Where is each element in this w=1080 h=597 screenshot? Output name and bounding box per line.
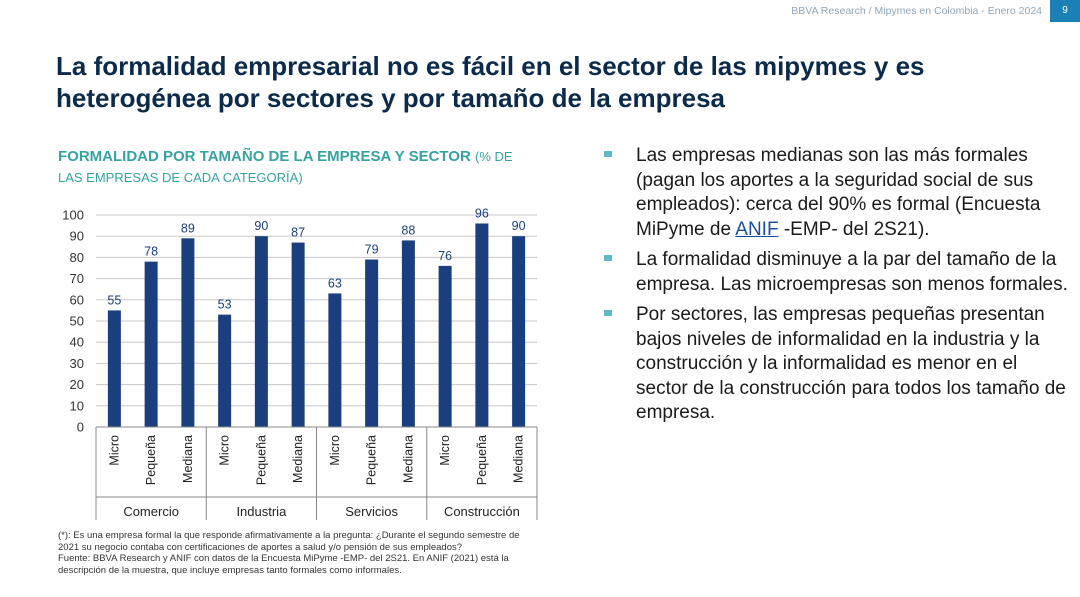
data-label: 90 <box>512 219 526 233</box>
y-tick-label: 40 <box>70 335 84 350</box>
footnote: (*): Es una empresa formal la que respon… <box>58 530 538 576</box>
chart-heading: FORMALIDAD POR TAMAÑO DE LA EMPRESA Y SE… <box>58 146 528 188</box>
category-label: Micro <box>107 435 121 466</box>
bar <box>181 238 195 427</box>
y-tick-label: 20 <box>70 377 84 392</box>
bullet-marker-icon <box>604 255 612 261</box>
top-bar: BBVA Research / Mipymes en Colombia - En… <box>0 0 1080 22</box>
bullet-marker-icon <box>604 310 612 316</box>
category-label: Micro <box>438 435 452 466</box>
page-number-badge: 9 <box>1050 0 1080 22</box>
slide-title: La formalidad empresarial no es fácil en… <box>56 51 925 113</box>
data-label: 76 <box>438 249 452 263</box>
y-tick-label: 50 <box>70 314 84 329</box>
anif-link[interactable]: ANIF <box>735 218 779 240</box>
y-tick-label: 90 <box>70 229 84 244</box>
group-label: Industria <box>236 504 287 519</box>
data-label: 89 <box>181 221 195 235</box>
bar <box>254 236 268 427</box>
category-label: Pequeña <box>254 435 268 485</box>
data-label: 55 <box>107 293 121 307</box>
y-tick-label: 80 <box>70 250 84 265</box>
category-label: Mediana <box>181 435 195 483</box>
data-label: 96 <box>475 206 489 220</box>
bullet-item: La formalidad disminuye a la par del tam… <box>604 248 1074 297</box>
bar <box>365 259 379 427</box>
category-label: Micro <box>328 435 342 466</box>
y-tick-label: 10 <box>70 398 84 413</box>
category-label: Pequeña <box>144 435 158 485</box>
footnote-note: (*): Es una empresa formal la que respon… <box>58 530 520 553</box>
data-label: 87 <box>291 226 305 240</box>
data-label: 63 <box>328 276 342 290</box>
bar <box>144 261 158 427</box>
chart-title: FORMALIDAD POR TAMAÑO DE LA EMPRESA Y SE… <box>58 148 471 165</box>
chart-subtitle: (% DE LAS EMPRESAS DE CADA CATEGORÍA) <box>58 149 513 185</box>
y-tick-label: 60 <box>70 292 84 307</box>
category-label: Micro <box>218 435 232 466</box>
bar <box>328 293 342 427</box>
bullet-marker-icon <box>604 151 612 157</box>
group-label: Comercio <box>123 504 179 519</box>
group-label: Construcción <box>444 504 520 519</box>
bar <box>438 265 452 427</box>
bullet-list: Las empresas medianas son las más formal… <box>604 144 1074 432</box>
data-label: 90 <box>254 219 268 233</box>
bullet-text: Por sectores, las empresas pequeñas pres… <box>636 304 1066 423</box>
bar <box>218 314 232 427</box>
bullet-text: Las empresas medianas son las más formal… <box>636 145 1041 240</box>
group-label: Servicios <box>345 504 398 519</box>
bar <box>291 242 305 427</box>
footnote-source: Fuente: BBVA Research y ANIF con datos d… <box>58 553 509 576</box>
data-label: 79 <box>365 243 379 257</box>
bar <box>401 240 415 427</box>
category-label: Pequeña <box>365 435 379 485</box>
y-tick-label: 100 <box>62 208 84 223</box>
header-text: BBVA Research / Mipymes en Colombia - En… <box>791 5 1042 17</box>
bullet-item: Las empresas medianas son las más formal… <box>604 144 1074 242</box>
bar <box>107 310 121 427</box>
bar-chart: 0 10 20 30 40 50 60 70 80 90 100 55 Micro 78 Pequeña 89… <box>62 206 538 520</box>
bullet-item: Por sectores, las empresas pequeñas pres… <box>604 303 1074 426</box>
data-label: 78 <box>144 245 158 259</box>
bullet-text: La formalidad disminuye a la par del tam… <box>636 249 1068 295</box>
data-label: 88 <box>401 223 415 237</box>
y-tick-label: 70 <box>70 271 84 286</box>
bullet-text-end: -EMP- del 2S21). <box>778 218 930 240</box>
y-tick-label: 30 <box>70 356 84 371</box>
category-label: Mediana <box>401 435 415 483</box>
data-label: 53 <box>218 298 232 312</box>
category-label: Mediana <box>291 435 305 483</box>
category-label: Pequeña <box>475 435 489 485</box>
category-label: Mediana <box>512 435 526 483</box>
y-tick-label: 0 <box>77 420 84 435</box>
bar <box>512 236 526 427</box>
bar <box>475 223 489 427</box>
